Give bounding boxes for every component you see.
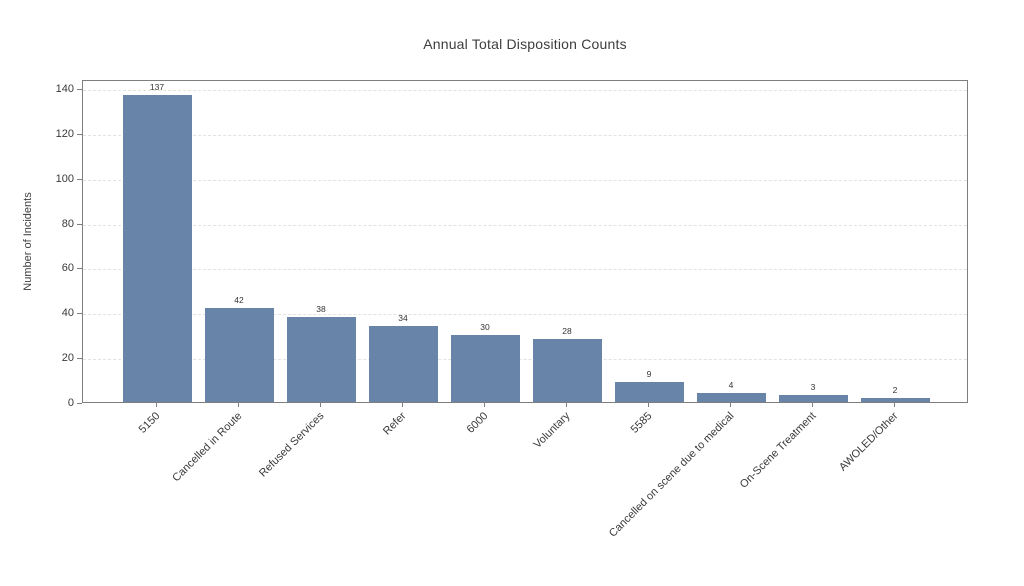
y-tick-mark [77, 268, 82, 269]
bar-value-label: 34 [398, 313, 408, 323]
gridline [83, 90, 967, 91]
x-tick-mark [894, 403, 895, 407]
y-tick-mark [77, 313, 82, 314]
gridline [83, 314, 967, 315]
y-tick-mark [77, 224, 82, 225]
bar-value-label: 38 [316, 304, 326, 314]
bar [697, 393, 766, 402]
bar-value-label: 3 [810, 382, 816, 392]
bar-value-label: 4 [728, 380, 734, 390]
bar [779, 395, 848, 402]
x-tick-mark [402, 403, 403, 407]
x-tick-mark [238, 403, 239, 407]
y-tick-mark [77, 179, 82, 180]
y-tick-label: 100 [55, 173, 74, 185]
x-tick-mark [730, 403, 731, 407]
gridline [83, 135, 967, 136]
bar [451, 335, 520, 402]
bar [123, 95, 192, 402]
y-tick-label: 20 [61, 352, 74, 364]
gridline [83, 225, 967, 226]
plot-area: 137 42 38 34 30 28 9 4 3 2 [82, 80, 968, 403]
y-tick-mark [77, 89, 82, 90]
y-tick-mark [77, 134, 82, 135]
x-tick-mark [156, 403, 157, 407]
x-tick-mark [484, 403, 485, 407]
bar [861, 398, 930, 402]
y-tick-label: 40 [61, 307, 74, 319]
bar [615, 382, 684, 402]
y-tick-label: 80 [61, 218, 74, 230]
y-tick-label: 60 [61, 262, 74, 274]
x-tick-label: 5150 [136, 410, 163, 436]
bar [205, 308, 274, 402]
bar-value-label: 28 [562, 326, 572, 336]
y-tick-label: 140 [55, 83, 74, 95]
bar-value-label: 137 [149, 82, 165, 92]
bar-value-label: 9 [646, 369, 652, 379]
bar-value-label: 42 [234, 295, 244, 305]
x-tick-mark [648, 403, 649, 407]
bar [369, 326, 438, 402]
bar-value-label: 2 [892, 385, 898, 395]
y-tick-mark [77, 358, 82, 359]
x-tick-mark [566, 403, 567, 407]
gridline [83, 180, 967, 181]
y-tick-mark [77, 403, 82, 404]
chart-title: Annual Total Disposition Counts [423, 36, 627, 52]
bar [533, 339, 602, 402]
x-tick-mark [812, 403, 813, 407]
y-tick-label: 0 [67, 397, 74, 409]
gridline [83, 269, 967, 270]
bar-value-label: 30 [480, 322, 490, 332]
x-tick-mark [320, 403, 321, 407]
y-tick-label: 120 [55, 128, 74, 140]
bar [287, 317, 356, 402]
gridline [83, 359, 967, 360]
